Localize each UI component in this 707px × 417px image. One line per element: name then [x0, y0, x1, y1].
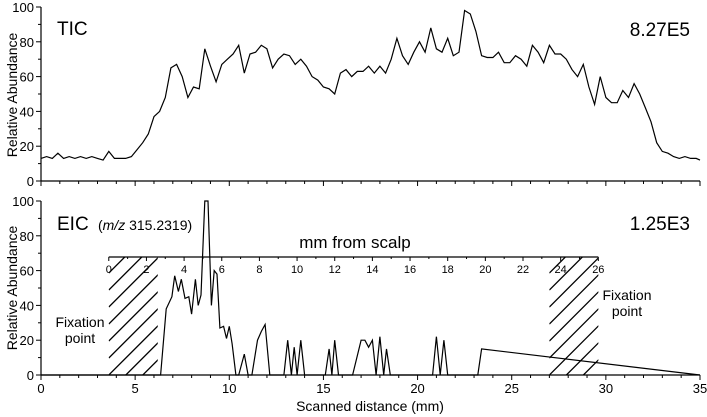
eic-mz-italic: m/z [103, 217, 126, 233]
eic-line [41, 200, 701, 376]
y-tick-label: 0 [27, 368, 34, 383]
inset-tick-label: 20 [479, 264, 491, 276]
hatch-line [549, 400, 609, 417]
tic-panel: 0 20 40 60 80 100 TIC 8.27E5 Relative Abundan… [4, 0, 701, 189]
hatch-line [124, 342, 158, 375]
left-fixation-label-2: point [65, 330, 95, 346]
hatch-line [108, 274, 158, 325]
inset-tick-label: 10 [291, 264, 303, 276]
x-tick-label: 0 [37, 381, 44, 396]
y-tick-label: 80 [20, 35, 34, 50]
inset-tick-label: 4 [181, 264, 187, 276]
hatch-line [549, 325, 599, 375]
y-tick-label: 100 [12, 0, 34, 15]
hatch-region-left [108, 145, 169, 417]
inset-tick-label: 6 [219, 264, 225, 276]
y-tick-label: 0 [27, 174, 34, 189]
hatch-line [549, 257, 584, 291]
x-tick-label: 20 [410, 381, 424, 396]
hatch-line [108, 325, 158, 375]
eic-ylabel: Relative Abundance [4, 226, 20, 351]
hatch-line [141, 359, 158, 375]
hatch-line [109, 162, 169, 222]
hatch-line [108, 291, 158, 342]
y-tick-label: 80 [20, 229, 34, 244]
tic-title: TIC [57, 19, 88, 40]
x-tick-label: 15 [316, 381, 330, 396]
x-axis-label: Scanned distance (mm) [296, 398, 444, 414]
inset-tick-label: 22 [517, 264, 529, 276]
eic-mz-open: ( [98, 217, 103, 233]
tic-scale-label: 8.27E5 [630, 20, 690, 41]
hatch-line [109, 400, 169, 417]
y-tick-label: 60 [20, 70, 34, 85]
y-tick-label: 20 [20, 139, 34, 154]
eic-scale-label: 1.25E3 [630, 214, 690, 235]
x-tick-label: 35 [693, 381, 707, 396]
hatch-line [549, 308, 599, 359]
hatch-line [108, 257, 158, 308]
inset-tick-label: 2 [143, 264, 149, 276]
y-tick-label: 40 [20, 104, 34, 119]
y-tick-label: 60 [20, 264, 34, 279]
hatch-line [565, 342, 599, 375]
x-tick-label: 30 [599, 381, 613, 396]
tic-line [40, 9, 701, 161]
inset-tick-label: 0 [106, 264, 112, 276]
x-tick-label: 25 [504, 381, 518, 396]
inset-tick-label: 16 [404, 264, 416, 276]
hatch-line [109, 366, 169, 417]
x-tick-label: 10 [222, 381, 236, 396]
hatch-line [109, 145, 169, 205]
hatch-line [549, 128, 609, 188]
y-tick-label: 100 [12, 194, 34, 209]
hatch-line [549, 145, 609, 205]
y-tick-label: 40 [20, 298, 34, 313]
hatch-line [549, 257, 567, 274]
hatch-line [108, 257, 143, 291]
inset-tick-label: 18 [442, 264, 454, 276]
inset-tick-label: 14 [366, 264, 378, 276]
hatch-line [549, 196, 609, 256]
mm-from-scalp-axis: 0 2 4 6 8 10 12 14 16 18 20 22 24 26 [106, 256, 604, 276]
hatch-line [549, 162, 609, 222]
y-tick-label: 20 [20, 333, 34, 348]
hatch-line [549, 179, 609, 239]
tic-axes: 0 20 40 60 80 100 [12, 0, 701, 189]
hatch-line [549, 257, 599, 308]
inset-axis-title: mm from scalp [299, 233, 410, 252]
hatch-region-right [549, 128, 609, 417]
x-tick-label: 5 [132, 381, 139, 396]
left-fixation-label-1: Fixation [55, 314, 104, 330]
hatch-line [108, 308, 158, 359]
inset-tick-label: 12 [329, 264, 341, 276]
inset-tick-label: 8 [256, 264, 262, 276]
eic-title: EIC (m/z 315.2319) [57, 214, 192, 235]
tic-ylabel: Relative Abundance [4, 33, 20, 158]
inset-tick-label: 24 [555, 264, 567, 276]
eic-mz-value: 315.2319) [125, 217, 192, 233]
right-fixation-label-2: point [612, 303, 642, 319]
hatch-line [549, 291, 599, 342]
hatch-line [109, 383, 169, 417]
hatch-line [108, 257, 126, 274]
eic-title-text: EIC [57, 214, 89, 235]
hatch-line [549, 274, 599, 325]
right-fixation-label-1: Fixation [602, 287, 651, 303]
inset-tick-label: 26 [592, 264, 604, 276]
fixation-hatched-regions [108, 128, 609, 417]
